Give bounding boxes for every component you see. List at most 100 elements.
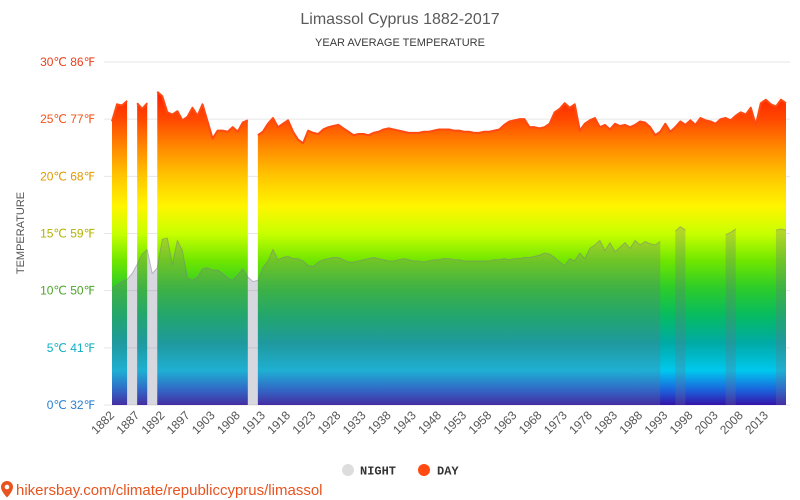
day-point[interactable] — [552, 110, 557, 115]
day-point[interactable] — [431, 128, 436, 133]
night-point[interactable] — [195, 274, 200, 279]
night-point[interactable] — [260, 265, 265, 270]
night-point[interactable] — [321, 257, 326, 262]
night-point[interactable] — [311, 264, 316, 269]
night-point[interactable] — [487, 258, 492, 263]
night-point[interactable] — [527, 255, 532, 260]
day-point[interactable] — [784, 101, 789, 106]
night-point[interactable] — [301, 258, 306, 263]
day-point[interactable] — [170, 112, 175, 117]
night-point[interactable] — [235, 272, 240, 277]
day-point[interactable] — [110, 119, 115, 124]
footer-link[interactable]: hikersbay.com/climate/republiccyprus/lim… — [1, 481, 323, 499]
day-point[interactable] — [738, 110, 743, 115]
night-point[interactable] — [306, 263, 311, 268]
day-point[interactable] — [326, 125, 331, 130]
night-point[interactable] — [346, 260, 351, 265]
night-point[interactable] — [286, 254, 291, 259]
day-point[interactable] — [346, 129, 351, 134]
day-point[interactable] — [462, 129, 467, 134]
day-point[interactable] — [517, 117, 522, 122]
day-point[interactable] — [120, 103, 125, 108]
night-point[interactable] — [431, 257, 436, 262]
day-point[interactable] — [296, 137, 301, 142]
night-point[interactable] — [678, 224, 683, 229]
day-point[interactable] — [492, 128, 497, 133]
day-point[interactable] — [718, 117, 723, 122]
day-point[interactable] — [356, 132, 361, 137]
night-point[interactable] — [477, 258, 482, 263]
day-point[interactable] — [230, 125, 235, 130]
day-point[interactable] — [301, 141, 306, 146]
night-point[interactable] — [190, 278, 195, 283]
night-point[interactable] — [291, 256, 296, 261]
day-point[interactable] — [447, 127, 452, 132]
day-point[interactable] — [547, 121, 552, 126]
night-point[interactable] — [467, 258, 472, 263]
day-point[interactable] — [582, 121, 587, 126]
day-point[interactable] — [562, 101, 567, 106]
day-point[interactable] — [265, 121, 270, 126]
day-point[interactable] — [115, 102, 120, 107]
night-point[interactable] — [597, 238, 602, 243]
day-point[interactable] — [723, 116, 728, 121]
night-point[interactable] — [230, 278, 235, 283]
night-point[interactable] — [281, 255, 286, 260]
day-point[interactable] — [708, 119, 713, 124]
footer-link-text[interactable]: hikersbay.com/climate/republiccyprus/lim… — [16, 482, 323, 499]
day-point[interactable] — [537, 126, 542, 131]
night-point[interactable] — [255, 278, 260, 283]
day-point[interactable] — [235, 129, 240, 134]
night-point[interactable] — [582, 256, 587, 261]
day-point[interactable] — [270, 116, 275, 121]
day-point[interactable] — [321, 127, 326, 132]
day-point[interactable] — [316, 132, 321, 137]
day-point[interactable] — [668, 129, 673, 134]
day-point[interactable] — [587, 118, 592, 123]
day-point[interactable] — [195, 113, 200, 118]
day-point[interactable] — [497, 127, 502, 132]
day-point[interactable] — [175, 109, 180, 114]
night-point[interactable] — [452, 257, 457, 262]
day-point[interactable] — [592, 116, 597, 121]
day-point[interactable] — [658, 129, 663, 134]
night-point[interactable] — [245, 274, 250, 279]
night-point[interactable] — [462, 258, 467, 263]
night-point[interactable] — [185, 276, 190, 281]
night-point[interactable] — [607, 240, 612, 245]
night-point[interactable] — [602, 248, 607, 253]
night-point[interactable] — [296, 256, 301, 261]
day-point[interactable] — [215, 128, 220, 133]
night-point[interactable] — [376, 256, 381, 261]
night-point[interactable] — [658, 239, 663, 244]
day-point[interactable] — [633, 122, 638, 127]
night-point[interactable] — [577, 250, 582, 255]
night-point[interactable] — [336, 255, 341, 260]
day-point[interactable] — [371, 130, 376, 135]
day-point[interactable] — [426, 129, 431, 134]
night-point[interactable] — [441, 256, 446, 261]
day-point[interactable] — [507, 119, 512, 124]
legend-label-day[interactable]: DAY — [437, 465, 459, 479]
night-point[interactable] — [426, 258, 431, 263]
day-point[interactable] — [597, 125, 602, 130]
night-point[interactable] — [145, 247, 150, 252]
day-point[interactable] — [522, 117, 527, 122]
day-point[interactable] — [678, 119, 683, 124]
night-point[interactable] — [482, 258, 487, 263]
day-point[interactable] — [421, 129, 426, 134]
night-point[interactable] — [155, 265, 160, 270]
day-point[interactable] — [728, 118, 733, 123]
day-point[interactable] — [331, 124, 336, 129]
night-point[interactable] — [240, 266, 245, 271]
day-point[interactable] — [180, 118, 185, 123]
day-point[interactable] — [411, 130, 416, 135]
legend-label-night[interactable]: NIGHT — [360, 465, 396, 479]
day-point[interactable] — [160, 94, 165, 99]
day-point[interactable] — [396, 128, 401, 133]
day-point[interactable] — [758, 101, 763, 106]
day-point[interactable] — [532, 125, 537, 130]
night-point[interactable] — [733, 226, 738, 231]
night-point[interactable] — [633, 238, 638, 243]
night-point[interactable] — [728, 230, 733, 235]
